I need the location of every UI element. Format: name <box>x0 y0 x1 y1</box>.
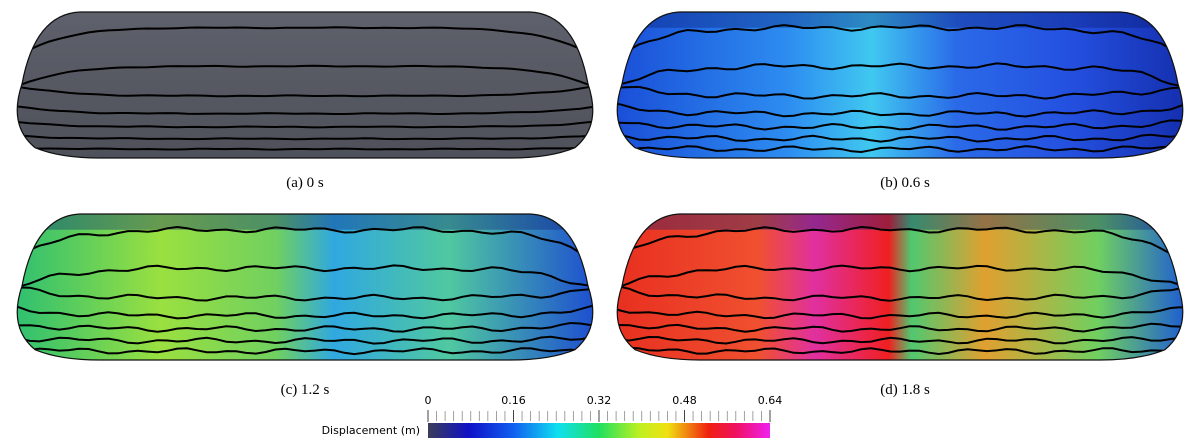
caption: (b) 0.6 s <box>880 175 930 191</box>
tick-label: 0 <box>425 394 432 407</box>
caption: (a) 0 s <box>286 175 324 191</box>
deformed-body <box>617 12 1183 158</box>
colorbar-title: Displacement (m) <box>322 424 420 437</box>
colorbar <box>428 423 770 438</box>
panel <box>610 10 1190 158</box>
shade <box>610 212 1190 230</box>
colorbar-ticks: 0 0.16 0.32 0.48 0.64 <box>425 394 783 422</box>
tick-label: 0.16 <box>501 394 526 407</box>
page: {"panels": [ {"caption": "(a) 0 s"}, {"c… <box>0 0 1200 439</box>
tick-label: 0.64 <box>758 394 783 407</box>
panel <box>10 212 600 360</box>
panel <box>610 212 1190 360</box>
tick-label: 0.32 <box>587 394 612 407</box>
panel <box>10 12 600 158</box>
figure: (a) 0 s (b) 0.6 s (c) 1.2 s (d) 1.8 s Di… <box>0 0 1200 439</box>
shade <box>10 212 600 230</box>
caption: (d) 1.8 s <box>880 382 930 398</box>
shade <box>610 10 1190 28</box>
tick-label: 0.48 <box>672 394 697 407</box>
panels <box>10 10 1190 360</box>
deformed-body <box>17 12 593 158</box>
caption: (c) 1.2 s <box>281 382 330 398</box>
